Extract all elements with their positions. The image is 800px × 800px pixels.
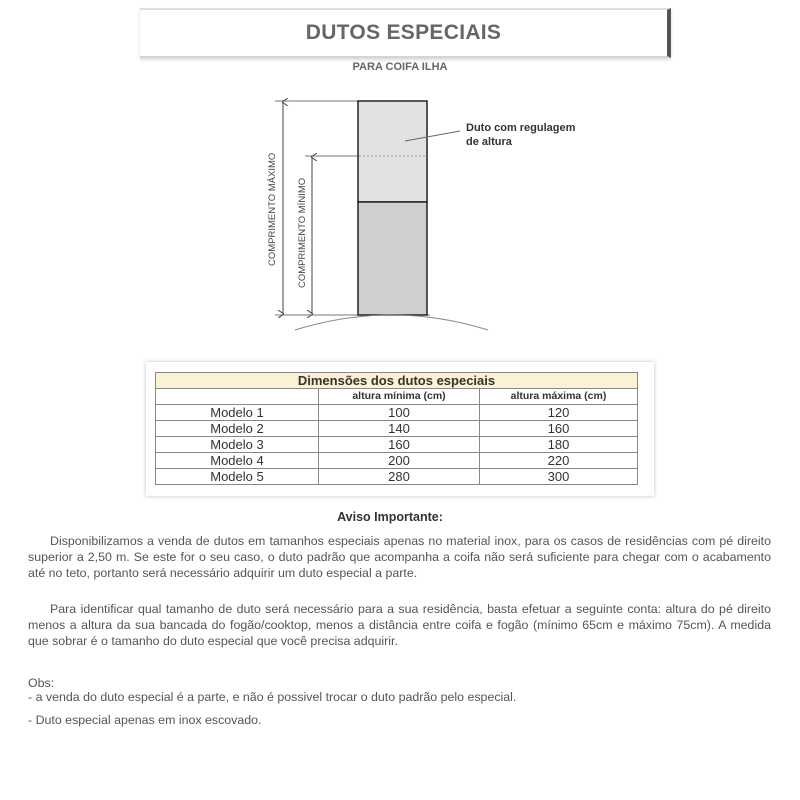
min-cell: 160 (318, 436, 480, 453)
dimensions-table-panel: Dimensões dos dutos especiais altura mín… (146, 362, 654, 496)
column-header (155, 388, 319, 405)
max-cell: 220 (479, 452, 638, 469)
max-length-label: COMPRIMENTO MÁXIMO (267, 153, 278, 266)
callout-label-line2: de altura (466, 136, 513, 148)
table-row: Modelo 2 140 160 (155, 420, 638, 437)
model-cell: Modelo 3 (155, 436, 319, 453)
table-row: Modelo 4 200 220 (155, 452, 638, 469)
min-cell: 140 (318, 420, 480, 437)
hood-curve (294, 314, 489, 331)
column-header: altura mínima (cm) (318, 388, 480, 405)
min-cell: 100 (318, 404, 480, 421)
obs-item-2: - Duto especial apenas em inox escovado. (28, 713, 262, 727)
model-cell: Modelo 5 (155, 468, 319, 485)
table-row: Modelo 5 280 300 (155, 468, 638, 485)
max-cell: 300 (479, 468, 638, 485)
table-row: Modelo 3 160 180 (155, 436, 638, 453)
obs-label: Obs: (28, 676, 55, 690)
min-length-label: COMPRIMENTO MÍNIMO (297, 178, 308, 288)
table-row: Modelo 1 100 120 (155, 404, 638, 421)
max-cell: 180 (479, 436, 638, 453)
dimensions-table: Dimensões dos dutos especiais altura mín… (155, 372, 638, 485)
min-cell: 280 (318, 468, 480, 485)
notice-paragraph-2: Para identificar qual tamanho de duto se… (28, 602, 771, 648)
duct-lower (357, 201, 428, 316)
model-cell: Modelo 2 (155, 420, 319, 437)
title-banner: DUTOS ESPECIAIS (140, 8, 671, 58)
obs-item-1: - a venda do duto especial é a parte, e … (28, 690, 517, 704)
model-cell: Modelo 4 (155, 452, 319, 469)
notice-paragraph-1: Disponibilizamos a venda de dutos em tam… (28, 534, 771, 580)
table-caption: Dimensões dos dutos especiais (155, 372, 638, 389)
callout-label-line1: Duto com regulagem (466, 122, 576, 134)
min-cell: 200 (318, 452, 480, 469)
adjustable-duct-upper (357, 100, 428, 203)
duct-diagram: Duto com regulagem de altura COMPRIMENTO… (267, 0, 576, 331)
notice-title: Aviso Importante: (337, 510, 443, 524)
model-cell: Modelo 1 (155, 404, 319, 421)
column-header: altura máxima (cm) (479, 388, 638, 405)
page-title: DUTOS ESPECIAIS (305, 21, 502, 44)
page-subtitle: PARA COIFA ILHA (352, 61, 448, 73)
max-cell: 160 (479, 420, 638, 437)
callout-leader (404, 130, 461, 142)
max-cell: 120 (479, 404, 638, 421)
